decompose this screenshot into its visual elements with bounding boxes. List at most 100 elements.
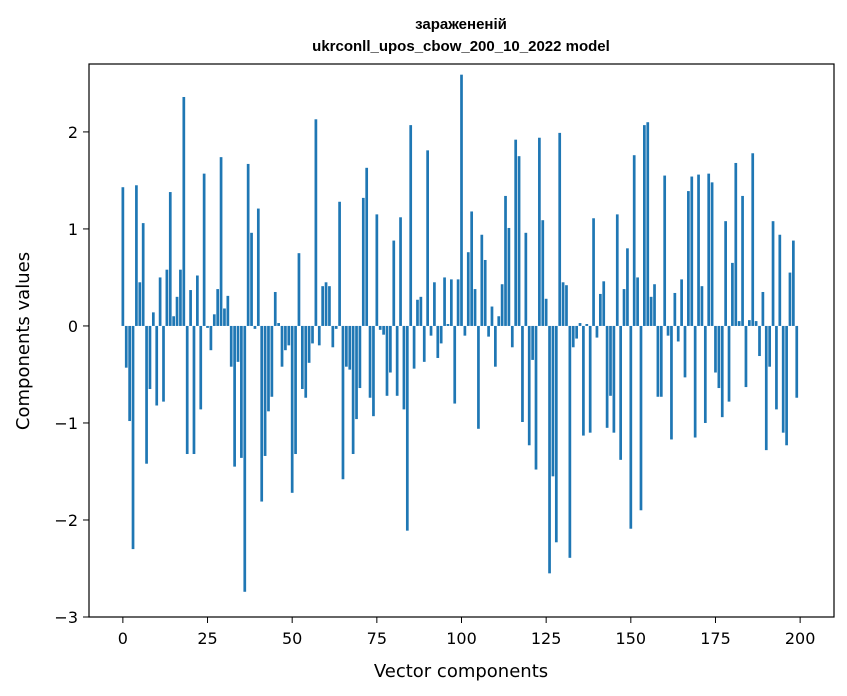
- bar: [240, 325, 243, 458]
- bar: [632, 155, 636, 326]
- bar: [199, 325, 203, 410]
- bar: [399, 217, 402, 326]
- bar: [707, 173, 711, 326]
- bar: [676, 325, 680, 342]
- bar: [639, 325, 643, 511]
- bar: [477, 325, 480, 429]
- bar: [202, 173, 206, 326]
- bar: [324, 282, 328, 326]
- bar: [256, 208, 260, 326]
- bar: [483, 259, 487, 326]
- bar: [341, 325, 345, 480]
- bar: [422, 325, 426, 362]
- bar: [551, 325, 555, 477]
- bar: [602, 281, 606, 326]
- bar: [747, 320, 751, 326]
- bar: [585, 324, 589, 326]
- bar: [517, 156, 521, 326]
- bar: [277, 323, 280, 326]
- bar: [439, 325, 443, 344]
- bar: [331, 325, 335, 348]
- bar: [141, 223, 145, 326]
- bar: [148, 325, 152, 390]
- bar: [246, 163, 250, 326]
- bar: [568, 325, 572, 558]
- bar: [646, 122, 650, 326]
- bar: [338, 201, 341, 326]
- bar: [598, 293, 602, 326]
- bar: [544, 298, 548, 326]
- bar: [514, 139, 518, 326]
- bar: [297, 253, 301, 326]
- bar: [619, 325, 623, 460]
- bar: [131, 325, 135, 550]
- bar: [446, 324, 450, 326]
- x-tick-label: 175: [700, 629, 731, 648]
- bar: [538, 137, 541, 326]
- bar: [223, 308, 226, 326]
- chart-title: заражененій: [415, 16, 507, 33]
- bar: [734, 162, 738, 326]
- bar: [128, 325, 131, 422]
- bar: [443, 277, 446, 326]
- bar: [680, 279, 683, 326]
- bar: [771, 221, 775, 326]
- bar: [395, 325, 399, 396]
- bar: [236, 325, 240, 362]
- bar: [226, 295, 230, 326]
- bar: [209, 325, 213, 351]
- x-ticks: 0 25 50 75 100 125 150 175 200: [118, 617, 815, 648]
- bar: [273, 291, 277, 326]
- bar: [561, 282, 565, 326]
- bar: [741, 195, 744, 326]
- bar: [250, 232, 253, 326]
- bar: [609, 325, 612, 396]
- bar: [792, 240, 795, 326]
- bar: [504, 195, 507, 326]
- bar: [534, 325, 538, 470]
- bar: [124, 325, 128, 368]
- bar: [307, 325, 311, 363]
- bar: [744, 325, 748, 388]
- bar: [229, 325, 233, 367]
- bar: [724, 221, 727, 326]
- bar: [473, 289, 477, 326]
- bar: [588, 325, 592, 433]
- bar: [558, 132, 562, 326]
- bar: [138, 282, 142, 326]
- bar: [761, 291, 765, 326]
- bar: [781, 325, 785, 433]
- bar: [192, 325, 196, 455]
- bar: [727, 325, 731, 402]
- x-tick-label: 25: [197, 629, 217, 648]
- bar: [521, 325, 524, 422]
- bar: [212, 314, 216, 326]
- bar: [260, 325, 264, 502]
- bar: [463, 325, 467, 336]
- y-tick-label: −2: [54, 511, 78, 530]
- bar: [571, 325, 575, 348]
- bar: [168, 192, 172, 326]
- bar: [419, 296, 423, 326]
- bar: [605, 325, 609, 428]
- bar: [219, 157, 223, 326]
- bar: [185, 325, 189, 455]
- bar: [497, 316, 501, 326]
- bar: [703, 325, 707, 423]
- bar: [179, 269, 182, 326]
- y-tick-label: 1: [68, 220, 78, 239]
- bar: [595, 325, 599, 338]
- y-tick-label: −1: [54, 414, 78, 433]
- bar: [449, 279, 453, 326]
- bar: [382, 325, 385, 335]
- bar: [348, 325, 352, 370]
- bar: [629, 325, 633, 529]
- bar: [182, 96, 186, 326]
- bar: [666, 325, 670, 336]
- bar: [175, 296, 179, 326]
- bar: [155, 325, 159, 406]
- bar: [216, 289, 220, 326]
- bar: [311, 325, 314, 344]
- bar: [554, 325, 558, 543]
